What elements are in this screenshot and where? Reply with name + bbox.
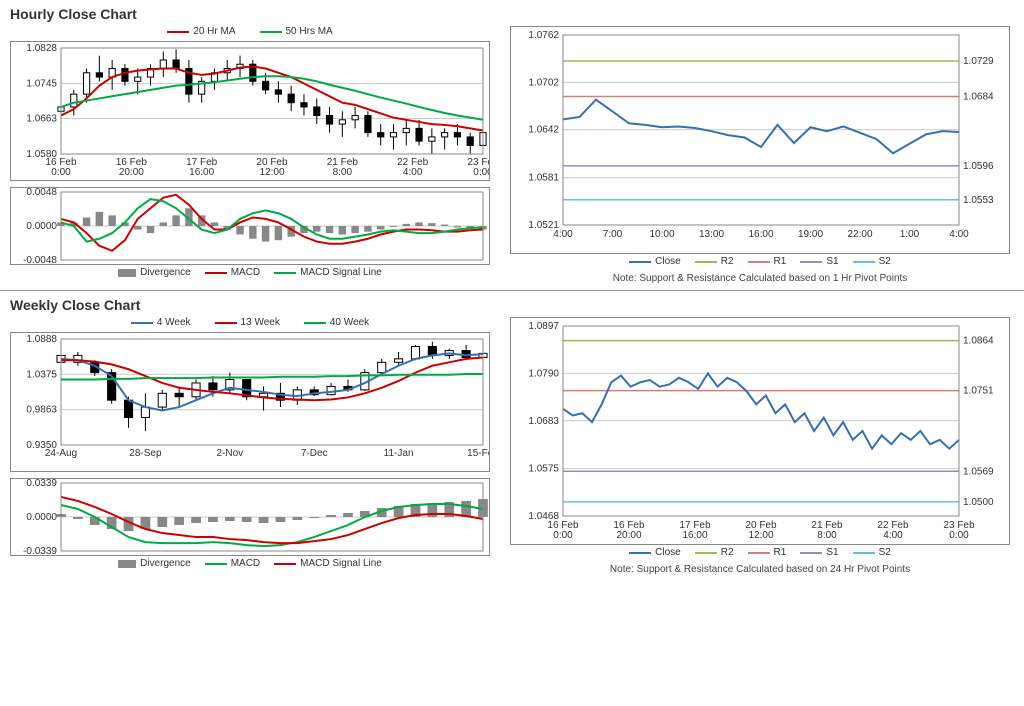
weekly-legend-bottom: DivergenceMACDMACD Signal Line	[10, 556, 490, 571]
svg-text:4:00: 4:00	[883, 530, 903, 541]
svg-text:10:00: 10:00	[649, 229, 674, 240]
svg-text:20:00: 20:00	[119, 167, 144, 178]
hourly-legend-top: 20 Hr MA50 Hrs MA	[10, 24, 490, 39]
svg-text:1.0828: 1.0828	[26, 43, 57, 54]
svg-text:1.0642: 1.0642	[528, 125, 559, 136]
hourly-price-chart: 1.05801.06631.07451.082816 Feb0:0016 Feb…	[10, 41, 490, 181]
svg-text:0.9863: 0.9863	[26, 405, 57, 416]
hourly-sr-chart: 1.05211.05811.06421.07021.07624:007:0010…	[510, 26, 1010, 254]
svg-text:8:00: 8:00	[817, 530, 837, 541]
svg-text:0:00: 0:00	[949, 530, 969, 541]
svg-text:1.0575: 1.0575	[528, 464, 559, 475]
svg-text:1.0500: 1.0500	[963, 497, 994, 508]
svg-text:1.0702: 1.0702	[528, 77, 559, 88]
hourly-macd-chart: -0.0048 0.0000 0.0048	[10, 187, 490, 265]
weekly-title: Weekly Close Chart	[10, 297, 490, 313]
svg-text:15-Feb: 15-Feb	[467, 448, 489, 459]
svg-text:20:00: 20:00	[616, 530, 641, 541]
svg-text:1.0745: 1.0745	[26, 78, 57, 89]
svg-text:1.0897: 1.0897	[528, 321, 559, 332]
svg-text:1.0762: 1.0762	[528, 30, 559, 41]
svg-text:0.0339: 0.0339	[26, 479, 57, 489]
svg-text:4:00: 4:00	[949, 229, 969, 240]
svg-text:4:00: 4:00	[403, 167, 423, 178]
svg-text:1:00: 1:00	[900, 229, 920, 240]
svg-text:0.0000: 0.0000	[26, 221, 57, 232]
svg-text:2-Nov: 2-Nov	[216, 448, 243, 459]
svg-text:0:00: 0:00	[51, 167, 71, 178]
svg-text:13:00: 13:00	[699, 229, 724, 240]
svg-text:16:00: 16:00	[189, 167, 214, 178]
svg-text:1.0663: 1.0663	[26, 114, 57, 125]
svg-text:1.0596: 1.0596	[963, 161, 994, 172]
svg-text:1.0553: 1.0553	[963, 195, 994, 206]
svg-text:1.0683: 1.0683	[528, 416, 559, 427]
weekly-sr-legend: CloseR2R1S1S2	[510, 545, 1010, 560]
svg-text:1.0729: 1.0729	[963, 56, 994, 67]
svg-text:22:00: 22:00	[847, 229, 872, 240]
svg-text:0:00: 0:00	[473, 167, 489, 178]
svg-text:1.0864: 1.0864	[963, 336, 994, 347]
svg-text:12:00: 12:00	[748, 530, 773, 541]
hourly-sr-legend: CloseR2R1S1S2	[510, 254, 1010, 269]
svg-text:-0.0339: -0.0339	[23, 546, 57, 555]
svg-text:11-Jan: 11-Jan	[384, 448, 414, 459]
svg-text:7-Dec: 7-Dec	[301, 448, 328, 459]
svg-text:0.0048: 0.0048	[26, 188, 57, 198]
hourly-title: Hourly Close Chart	[10, 6, 490, 22]
svg-text:1.0790: 1.0790	[528, 368, 559, 379]
svg-text:19:00: 19:00	[798, 229, 823, 240]
weekly-sr-chart: 1.04681.05751.06831.07901.089716 Feb0:00…	[510, 317, 1010, 545]
svg-text:12:00: 12:00	[259, 167, 284, 178]
svg-text:1.0888: 1.0888	[26, 334, 57, 345]
svg-text:7:00: 7:00	[603, 229, 623, 240]
hourly-sr-note: Note: Support & Resistance Calculated ba…	[510, 273, 1010, 284]
weekly-legend-top: 4 Week13 Week40 Week	[10, 315, 490, 330]
svg-text:1.0581: 1.0581	[528, 173, 559, 184]
svg-text:1.0751: 1.0751	[963, 386, 994, 397]
svg-text:0:00: 0:00	[553, 530, 573, 541]
svg-text:1.0375: 1.0375	[26, 369, 57, 380]
weekly-price-chart: 0.93500.98631.03751.088824-Aug28-Sep2-No…	[10, 332, 490, 472]
svg-text:-0.0048: -0.0048	[23, 255, 57, 264]
svg-text:16:00: 16:00	[682, 530, 707, 541]
svg-text:0.0000: 0.0000	[26, 512, 57, 523]
svg-text:1.0684: 1.0684	[963, 91, 994, 102]
svg-text:4:00: 4:00	[553, 229, 573, 240]
weekly-sr-note: Note: Support & Resistance Calculated ba…	[510, 564, 1010, 575]
weekly-macd-chart: -0.0339 0.0000 0.0339	[10, 478, 490, 556]
hourly-legend-bottom: DivergenceMACDMACD Signal Line	[10, 265, 490, 280]
svg-text:1.0569: 1.0569	[963, 466, 994, 477]
svg-text:8:00: 8:00	[333, 167, 353, 178]
svg-text:16:00: 16:00	[748, 229, 773, 240]
svg-text:24-Aug: 24-Aug	[45, 448, 77, 459]
svg-text:28-Sep: 28-Sep	[129, 448, 162, 459]
